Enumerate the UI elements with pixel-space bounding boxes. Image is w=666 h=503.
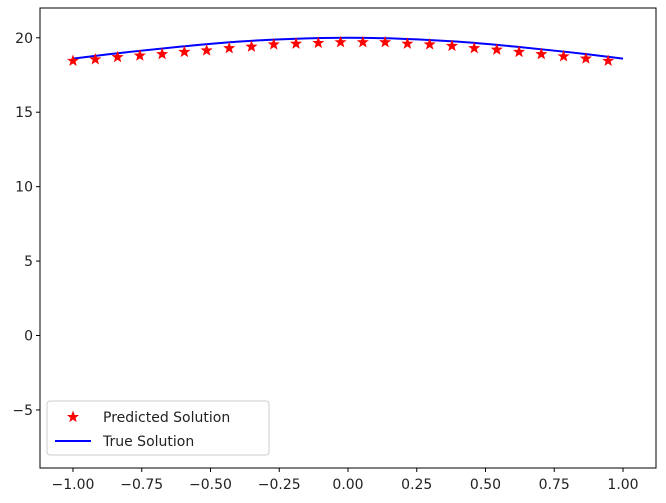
- predicted-solution-point: [557, 50, 570, 62]
- y-tick-label: −5: [12, 403, 33, 419]
- y-tick-label: 0: [24, 329, 33, 345]
- legend-label: Predicted Solution: [103, 410, 230, 426]
- predicted-solution-point: [490, 43, 503, 55]
- axes-layer: −1.00 −0.75 −0.50 −0.25 0.00 0.25 0.50 0.75 1.00…: [12, 7, 657, 493]
- legend-handle-star: [66, 410, 80, 423]
- predicted-solution-point: [334, 35, 347, 48]
- legend-label: True Solution: [102, 434, 194, 450]
- x-tick-label: −0.75: [120, 477, 163, 493]
- predicted-solution-point: [267, 38, 280, 50]
- predicted-solution-point: [245, 40, 258, 52]
- x-tick-label: −1.00: [52, 477, 95, 493]
- legend-box: [46, 400, 270, 456]
- x-tick-label: 0.50: [470, 477, 501, 493]
- y-tick-label: 10: [15, 180, 33, 196]
- x-tick-label: −0.25: [258, 477, 301, 493]
- predicted-solution-point: [468, 41, 481, 54]
- predicted-solution-point: [445, 39, 458, 52]
- predicted-solution-point: [133, 49, 146, 61]
- y-tick-label: 5: [24, 254, 33, 270]
- predicted-solution-point: [289, 37, 303, 49]
- predicted-solution-point: [401, 37, 414, 49]
- x-tick-label: 0.75: [539, 477, 570, 493]
- plot-background: [40, 8, 656, 468]
- x-tick-label: 0.00: [332, 477, 363, 493]
- series-layer: [66, 35, 624, 66]
- predicted-solution-point: [111, 50, 124, 63]
- true-solution-line: [72, 36, 624, 60]
- predicted-solution-point: [156, 47, 169, 60]
- x-tick-label: 0.25: [401, 477, 432, 493]
- y-tick-label: 15: [15, 105, 33, 121]
- x-tick-label: 1.00: [607, 477, 638, 493]
- predicted-solution-point: [178, 45, 191, 58]
- predicted-solution-point: [513, 45, 526, 58]
- y-tick-label: 20: [15, 31, 33, 47]
- predicted-solution-point: [200, 44, 213, 56]
- plot-area: [40, 8, 656, 468]
- predicted-solution-point: [66, 54, 80, 66]
- predicted-solution-point: [602, 54, 615, 66]
- predicted-solution-point: [379, 35, 392, 48]
- x-tick-label: −0.50: [189, 477, 232, 493]
- predicted-solution-point: [535, 47, 548, 60]
- predicted-solution-point: [356, 35, 369, 48]
- predicted-solution-point: [89, 53, 102, 65]
- predicted-solution-point: [312, 36, 325, 49]
- legend: Predicted Solution True Solution: [46, 400, 270, 456]
- predicted-solution-point: [579, 52, 592, 64]
- predicted-solution-point: [223, 41, 236, 54]
- predicted-solution-point: [423, 38, 436, 50]
